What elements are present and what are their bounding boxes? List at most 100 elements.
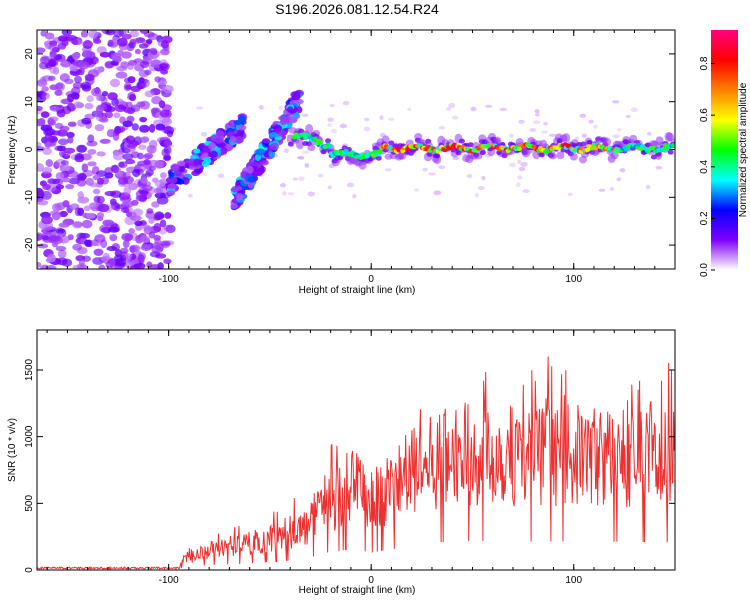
spectrogram-cell [153,187,163,194]
spectrogram-cell [129,93,137,102]
spectrogram-ylabel: Frequency (Hz) [7,116,18,185]
spectrogram-cell [138,43,149,49]
spectrogram-cell [62,177,71,183]
spectrogram-cell [153,234,161,241]
spectrogram-cell [51,203,62,212]
spectrogram-cell [655,165,663,170]
spectrogram-cell [474,153,483,160]
spectrogram-cell [42,147,52,156]
spectrogram-cell [114,258,127,267]
y-tick-label: -20 [24,237,35,252]
spectrogram-cell [148,139,158,149]
spectrogram-cell [146,38,153,45]
spectrogram-cell [100,239,108,249]
spectrogram-cell [123,82,132,92]
spectrogram-cell [81,117,92,125]
spectrogram-xlabel: Height of straight line (km) [299,285,416,296]
spectrogram-cell [106,246,118,252]
spectrogram-cell [37,141,42,148]
spectrogram-cell [331,128,337,134]
spectrogram-cell [159,109,170,118]
spectrogram-cell [41,215,53,225]
spectrogram-cell [91,241,102,247]
spectrogram-cell [37,233,43,242]
spectrogram-cell [153,241,161,249]
spectrogram-cell [452,156,460,161]
spectrogram-cell [317,173,324,178]
spectrogram-cell [255,148,265,156]
spectrogram-cell [140,177,148,184]
spectrogram-cell [59,73,70,82]
spectrogram-cell [529,127,537,132]
spectrogram-cell [258,105,264,110]
spectrogram-cell [76,246,88,255]
colorbar-ticks: 0.0 0.2 0.4 0.6 0.8 [699,56,715,277]
spectrogram-cell [78,232,91,239]
spectrogram-cell [143,159,151,166]
spectrogram-cell [122,120,133,128]
spectrogram-cell [292,177,299,181]
spectrogram-cell [106,92,117,100]
spectrogram-cell [66,170,79,178]
spectrogram-cell [159,48,170,56]
spectrogram-cell [327,123,332,127]
spectrogram-cell [37,105,43,112]
spectrogram-cell [477,186,485,190]
spectrogram-cell [630,107,638,113]
spectrogram-cell [518,119,525,124]
spectrogram-cell [122,153,134,161]
spectrogram-cell [612,134,620,139]
y-tick-label: 0 [24,146,35,152]
spectrogram-cell [445,107,451,111]
spectrogram-cell [301,113,309,117]
spectrogram-cell [215,130,225,138]
x-tick-label: 0 [368,274,374,285]
spectrogram-cell [448,103,456,108]
spectrogram-cell [101,90,109,97]
spectrogram-cell [616,128,622,132]
spectrogram-cell [125,211,133,217]
spectrogram-cell [55,228,66,234]
spectrogram-cell [131,199,139,206]
spectrogram-cell [214,137,223,144]
colorbar-tick-label: 0.6 [699,108,710,122]
spectrogram-cell [588,119,594,124]
spectrogram-cell [305,123,314,134]
spectrogram-cell [499,107,508,111]
spectrogram-cell [128,182,138,191]
spectrogram-cell [127,143,137,149]
spectrogram-cell [134,220,143,227]
spectrogram-cell [51,211,61,221]
spectrogram-cell [672,143,675,149]
spectrogram-cell [58,222,70,228]
spectrogram-cell [201,160,210,168]
spectrogram-cell [167,183,177,190]
spectrogram-cell [485,104,493,108]
spectrogram-cell [139,30,150,35]
spectrogram-cell [540,130,549,134]
spectrogram-cell [37,47,46,54]
spectrogram-cell [86,95,94,103]
spectrogram-cell [136,101,146,108]
spectrogram-cell [307,144,316,152]
spectrogram-cell [479,150,486,156]
spectrogram-cell [148,165,156,172]
spectrogram-cell [142,184,153,192]
spectrogram-cell [72,39,79,46]
x-tick-label: -100 [159,274,179,285]
spectrogram-cell [85,177,94,186]
spectrogram-cell [154,76,162,83]
spectrogram-cell [174,170,181,177]
spectrogram-cell [143,152,154,159]
spectrogram-cell [609,186,615,192]
spectrogram-cell [346,182,355,188]
spectrogram-cell [78,61,90,70]
spectrogram-cell [200,131,208,137]
spectrogram-cell [428,172,436,176]
spectrogram-cell [384,168,392,172]
spectrogram-cell [163,224,173,231]
spectrogram-cell [307,191,315,197]
spectrogram-cell [149,251,161,258]
spectrogram-cell [80,30,89,38]
